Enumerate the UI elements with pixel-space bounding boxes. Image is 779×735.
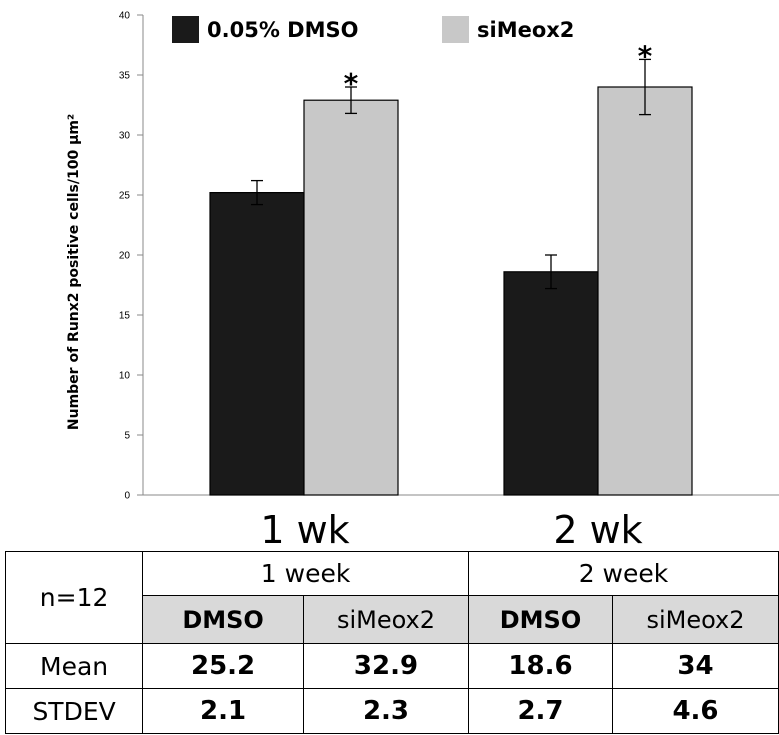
table-row: STDEV 2.1 2.3 2.7 4.6 (6, 689, 779, 734)
y-tick-label: 25 (119, 191, 131, 202)
legend: 0.05% DMSO siMeox2 (172, 16, 574, 43)
bar (210, 193, 304, 495)
table-cell: 4.6 (613, 689, 779, 734)
table-cell: 32.9 (303, 644, 468, 689)
table-group-header: 2 week (468, 552, 778, 596)
table-row-label: STDEV (6, 689, 143, 734)
x-category-label: 2 wk (553, 508, 642, 551)
stats-table: n=12 1 week 2 week DMSO siMeox2 DMSO siM… (5, 551, 779, 734)
table-row: Mean 25.2 32.9 18.6 34 (6, 644, 779, 689)
legend-swatch (172, 16, 199, 43)
legend-swatch (442, 16, 469, 43)
table-subheader: siMeox2 (613, 596, 779, 644)
legend-label: siMeox2 (477, 18, 574, 42)
table-subheader: DMSO (468, 596, 612, 644)
table-cell: 2.1 (143, 689, 304, 734)
table-corner: n=12 (6, 552, 143, 644)
significance-star: * (344, 67, 359, 100)
y-tick-label: 0 (124, 491, 130, 502)
y-tick-label: 10 (119, 371, 131, 382)
y-tick-label: 5 (124, 431, 130, 442)
table-cell: 2.3 (303, 689, 468, 734)
table-group-header: 1 week (143, 552, 469, 596)
y-tick-label: 40 (119, 11, 131, 22)
bar (504, 272, 598, 495)
y-tick-label: 30 (119, 131, 131, 142)
significance-star: * (638, 39, 653, 72)
table-cell: 18.6 (468, 644, 612, 689)
table-subheader: siMeox2 (303, 596, 468, 644)
table-cell: 2.7 (468, 689, 612, 734)
table-row-label: Mean (6, 644, 143, 689)
y-axis-label: Number of Runx2 positive cells/100 μm² (66, 114, 82, 430)
bar-chart: 0 5 10 15 20 25 30 35 40 * 1 wk * 2 wk 0.05% DMSO si… (0, 0, 779, 551)
table-cell: 25.2 (143, 644, 304, 689)
bars: * 1 wk * 2 wk (210, 39, 692, 551)
x-category-label: 1 wk (260, 508, 349, 551)
table-cell: 34 (613, 644, 779, 689)
bar (304, 100, 398, 495)
table-subheader: DMSO (143, 596, 304, 644)
y-tick-label: 20 (119, 251, 131, 262)
y-tick-label: 35 (119, 71, 131, 82)
bar (598, 87, 692, 495)
legend-label: 0.05% DMSO (207, 18, 358, 42)
y-tick-label: 15 (119, 311, 131, 322)
